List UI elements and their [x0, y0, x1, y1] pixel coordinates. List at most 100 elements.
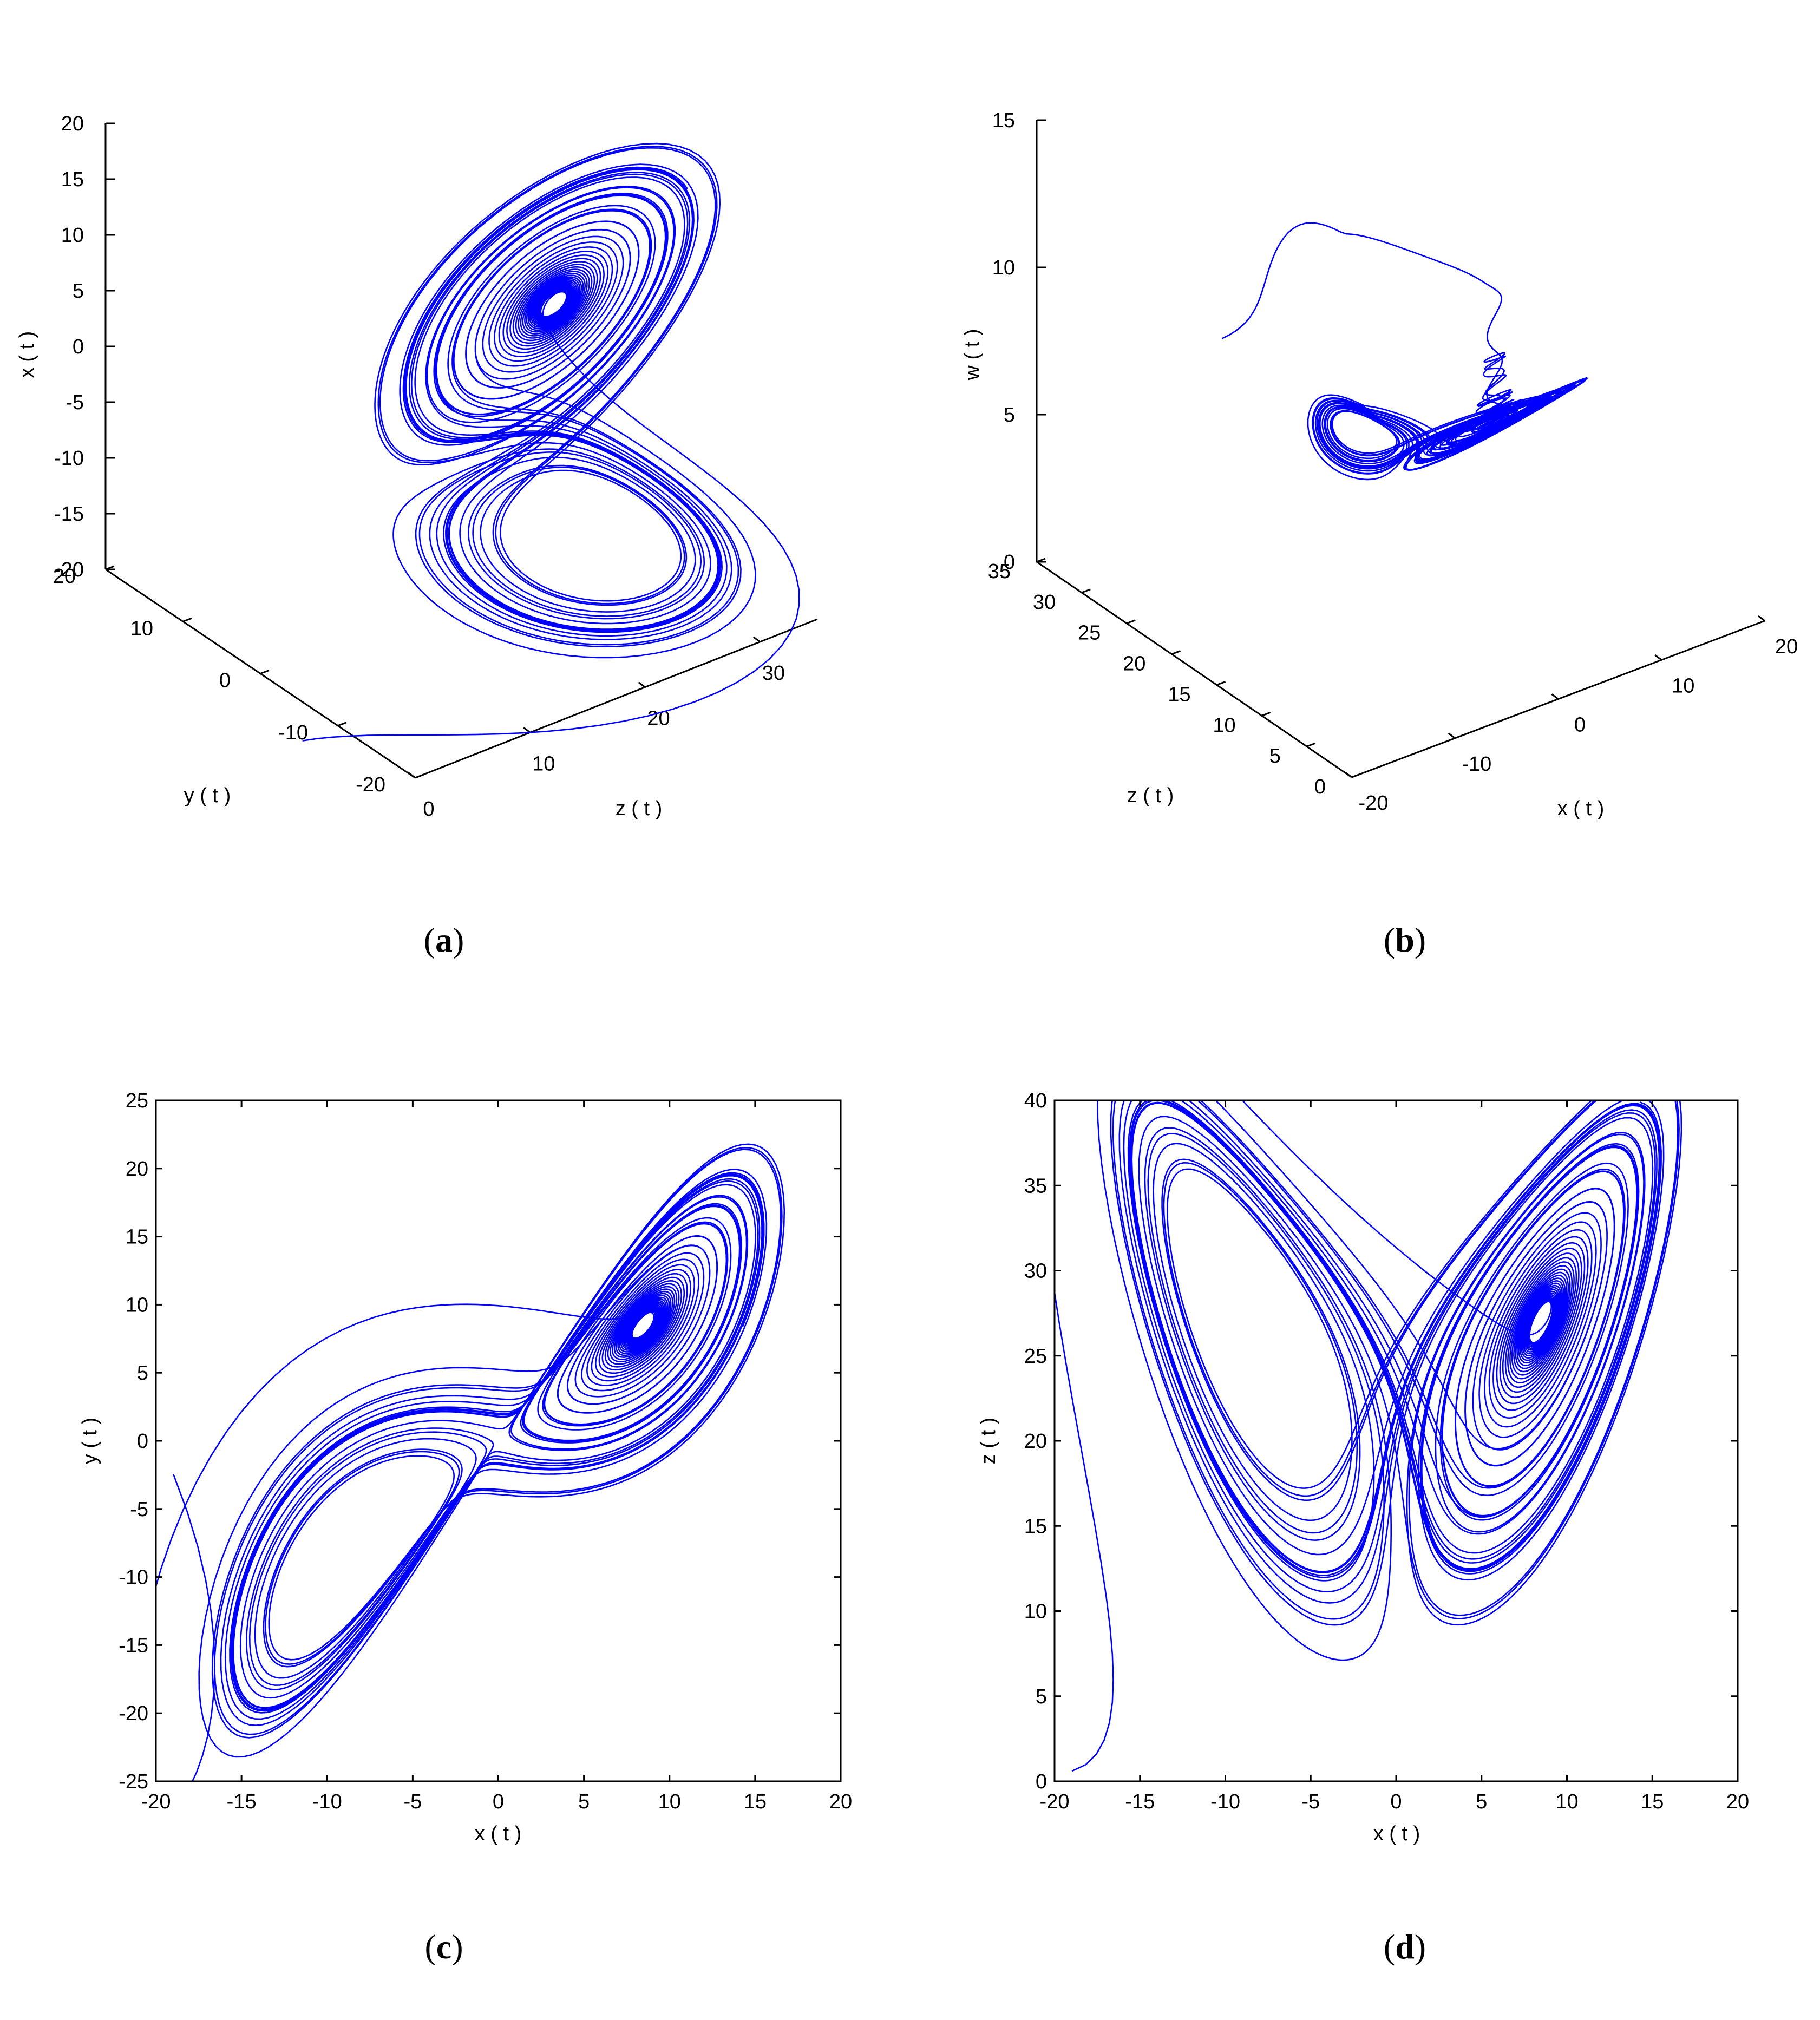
panel-a-xlabel: x ( t )	[16, 331, 38, 378]
panel-b-ztick	[1036, 558, 1046, 563]
panel-a-xtick-label: -20	[54, 559, 84, 581]
panel-d-xtick-label: 10	[1555, 1791, 1578, 1813]
panel-b-ztick-label: 0	[1314, 776, 1326, 798]
panel-a-xtick-label: -10	[54, 447, 84, 470]
caption-a: (a)	[423, 921, 464, 959]
panel-c-ytick-label: -15	[119, 1634, 148, 1657]
panel-d-xtick-label: -15	[1125, 1791, 1155, 1813]
panel-d-xtick-label: -5	[1301, 1791, 1320, 1813]
panel-b-xtick	[1758, 615, 1765, 622]
panel-d-ytick-label: 0	[1036, 1770, 1047, 1793]
panel-b-ztick-label: 35	[988, 560, 1011, 583]
panel-c-ytick-label: 25	[126, 1090, 148, 1112]
panel-c-xtick-label: -15	[227, 1791, 257, 1813]
panel-b-ztick	[1081, 588, 1091, 594]
panel-c-xtick-label: 5	[578, 1791, 590, 1813]
panel-b-ticks	[1036, 119, 1765, 778]
panel-c-xlabel: x ( t )	[475, 1822, 522, 1845]
panel-d-xtick-label: 0	[1390, 1791, 1402, 1813]
panel-b-ztick-label: 5	[1269, 745, 1281, 768]
panel-c-xtick-label: 10	[658, 1791, 681, 1813]
panel-b-xtick	[1654, 654, 1662, 661]
panel-a-ztick	[752, 636, 761, 643]
panel-c-ytick-label: 15	[126, 1226, 148, 1249]
panel-a-ticks	[105, 122, 761, 779]
panel-b-ztick-label: 15	[1168, 683, 1190, 706]
panel-b-wtick-label: 0	[1004, 551, 1015, 574]
panel-b-trajectory	[1221, 222, 1588, 481]
panel-a-ytick	[105, 565, 115, 570]
panel-a-trajectory	[302, 142, 800, 742]
panel-b-xtick	[1345, 771, 1352, 778]
panel-b-ztick	[1216, 681, 1226, 686]
panel-c: -20 -15 -10 -5 0 5 10 15 20 25 20 15 10 5 0 -5 -10 -15 -20…	[78, 1090, 852, 1845]
panel-b-ztick	[1126, 619, 1136, 625]
panel-c-xtick-label: 20	[829, 1791, 852, 1813]
panel-b-ztick-label: 30	[1033, 591, 1056, 614]
panel-d-ticks	[1053, 1099, 1739, 1782]
panel-b-ztick	[1351, 773, 1361, 778]
panel-a-ztick-label: 10	[532, 752, 555, 775]
panel-a-zlabel: z ( t )	[616, 797, 663, 820]
panel-c-ytick-label: -20	[119, 1702, 148, 1725]
panel-c-ylabel: y ( t )	[78, 1418, 101, 1465]
panel-a-ztick	[638, 681, 646, 688]
panel-b-ztick	[1171, 650, 1181, 655]
panel-b-xtick-label: -20	[1359, 792, 1389, 815]
panel-c-ticks	[155, 1099, 842, 1782]
panel-d-ytick-label: 20	[1024, 1430, 1047, 1453]
panel-a-ytick	[260, 670, 270, 674]
panel-d-xtick-label: 20	[1726, 1791, 1749, 1813]
panel-b-xlabel: x ( t )	[1557, 797, 1605, 820]
panel-a-xtick-label: 20	[61, 113, 84, 135]
panel-d-xtick-label: -10	[1210, 1791, 1240, 1813]
panel-c-ytick-label: 10	[126, 1294, 148, 1316]
panel-a-xtick-label: 0	[73, 336, 84, 358]
panel-a-ytick	[337, 722, 347, 727]
panel-d-ytick-label: 10	[1024, 1601, 1047, 1623]
panel-a-xtick-label: -5	[66, 391, 84, 414]
panel-c-ytick-label: 20	[126, 1158, 148, 1180]
panel-b-ztick-label: 20	[1123, 653, 1145, 675]
panel-d-ylabel: z ( t )	[977, 1418, 1000, 1465]
panel-c-xtick-label: -10	[312, 1791, 342, 1813]
panel-d: -20 -15 -10 -5 0 5 10 15 20 40 35 30 25 20 15 10 5 0 x ( …	[977, 1090, 1749, 1845]
panel-a-ylabel: y ( t )	[184, 784, 231, 807]
panel-d-trajectory	[1055, 1100, 1682, 1772]
panel-d-ytick-label: 40	[1024, 1090, 1047, 1112]
panel-b-wlabel: w ( t )	[961, 329, 984, 381]
panel-a-ztick-label: 0	[423, 798, 434, 821]
panel-b-ztick-label: 10	[1213, 714, 1235, 737]
panel-c-ytick-label: 5	[137, 1362, 148, 1385]
panel-c-xtick-label: -20	[141, 1791, 171, 1813]
panel-a-xtick-label: 15	[61, 168, 84, 191]
panel-b-axes	[1036, 120, 1765, 778]
panel-b-xtick	[1448, 732, 1456, 739]
panel-b-wtick-label: 5	[1004, 404, 1015, 427]
panel-a-ytick-label: 10	[130, 617, 153, 640]
caption-c: (c)	[424, 1927, 463, 1966]
panel-c-ytick-label: 0	[137, 1430, 148, 1453]
panel-a-ytick	[182, 617, 192, 622]
panel-c-xtick-label: 0	[493, 1791, 504, 1813]
panel-a-xtick-label: 5	[73, 280, 84, 303]
panel-c-xtick-label: -5	[403, 1791, 422, 1813]
panel-a-ytick-label: 0	[219, 670, 231, 692]
panel-c-plot-frame	[155, 1099, 842, 1782]
panel-a-xtick-label: -15	[54, 503, 84, 526]
caption-d: (d)	[1383, 1927, 1426, 1966]
panel-b-xtick-label: -10	[1462, 753, 1491, 776]
panel-a-ztick	[523, 727, 531, 733]
caption-b: (b)	[1383, 921, 1426, 959]
panel-b-xtick	[1551, 693, 1559, 700]
panel-a-ytick-label: 20	[53, 565, 76, 588]
panel-b-wtick-label: 10	[992, 257, 1015, 279]
panel-d-ytick-label: 15	[1024, 1515, 1047, 1538]
panel-b-xtick-label: 10	[1672, 674, 1694, 697]
panel-c-ytick-label: -10	[119, 1566, 148, 1589]
panel-b-wtick-label: 15	[992, 109, 1015, 132]
panel-c-trajectory	[156, 1143, 785, 1781]
